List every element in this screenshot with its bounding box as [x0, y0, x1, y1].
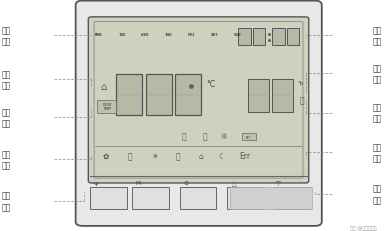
Text: 加热
图标: 加热 图标	[373, 143, 382, 162]
Text: SAT: SAT	[210, 33, 218, 37]
Text: 设定
温度: 设定 温度	[373, 64, 382, 84]
Text: ▽: ▽	[276, 180, 281, 185]
Text: SET: SET	[246, 135, 252, 139]
Text: 头条 @新工艺技术: 头条 @新工艺技术	[350, 225, 376, 230]
FancyBboxPatch shape	[76, 2, 322, 226]
FancyBboxPatch shape	[88, 18, 309, 183]
Text: 星期
图标: 星期 图标	[2, 26, 11, 46]
Text: ❊: ❊	[221, 132, 227, 141]
Bar	[227, 187, 263, 209]
Text: 模式
图标: 模式 图标	[2, 149, 11, 169]
Text: ⊙: ⊙	[184, 180, 189, 185]
Bar	[180, 187, 216, 209]
Text: FRI: FRI	[187, 33, 195, 37]
Bar	[248, 80, 269, 112]
Text: TUE: TUE	[118, 33, 126, 37]
Text: -ψ: -ψ	[93, 180, 99, 185]
Bar	[97, 100, 116, 113]
Text: 🔥: 🔥	[181, 132, 186, 141]
Text: 按键
图标: 按键 图标	[2, 191, 11, 211]
Text: 模式
图标: 模式 图标	[2, 108, 11, 128]
Text: SUN: SUN	[233, 33, 241, 37]
Text: 锁键
图标: 锁键 图标	[373, 103, 382, 123]
Text: 室内
温度: 室内 温度	[2, 70, 11, 90]
Text: ⌂: ⌂	[199, 152, 203, 160]
Bar	[272, 29, 285, 46]
Bar	[175, 75, 201, 116]
Bar	[272, 80, 293, 112]
Bar	[242, 134, 256, 140]
Bar	[287, 29, 299, 46]
Text: △: △	[232, 180, 237, 185]
Bar	[253, 29, 265, 46]
Bar	[146, 75, 172, 116]
Text: 🔥: 🔥	[175, 152, 180, 160]
Bar	[230, 187, 312, 209]
Bar	[90, 187, 127, 209]
Text: °C: °C	[206, 80, 215, 89]
Text: ⌂: ⌂	[101, 81, 107, 91]
Text: ROOM
TEMP: ROOM TEMP	[102, 103, 111, 111]
Text: 🔒: 🔒	[300, 96, 304, 105]
Text: ☾: ☾	[218, 152, 225, 160]
Text: 时间
图标: 时间 图标	[373, 26, 382, 46]
Text: 报错
图标: 报错 图标	[373, 184, 382, 204]
Bar	[132, 187, 169, 209]
Bar	[116, 75, 142, 116]
Text: MON: MON	[95, 33, 103, 37]
Text: Err: Err	[240, 152, 250, 160]
Text: WED: WED	[141, 33, 149, 37]
Bar	[274, 187, 310, 209]
Text: ⏰: ⏰	[202, 132, 207, 141]
Text: °b: °b	[298, 81, 304, 86]
Text: ☀: ☀	[151, 152, 158, 160]
Text: ✿: ✿	[103, 152, 109, 160]
Text: THU: THU	[164, 33, 172, 37]
Text: M: M	[136, 180, 141, 185]
Text: 🚶: 🚶	[127, 152, 132, 160]
Bar	[238, 29, 251, 46]
